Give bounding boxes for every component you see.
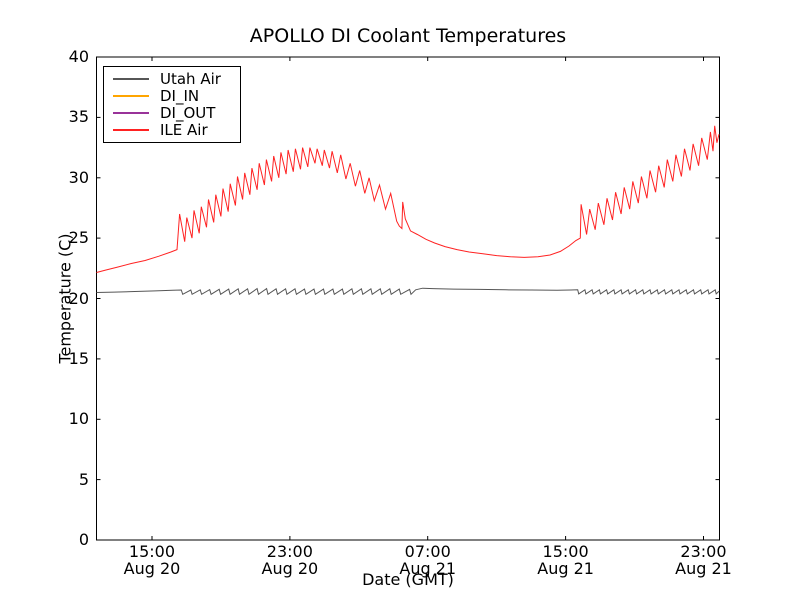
ile-air-line-swatch	[113, 128, 149, 131]
y-tick-label: 15	[68, 348, 89, 368]
y-tick-label: 0	[78, 530, 89, 549]
legend-label-utah-air: Utah Air	[160, 69, 221, 88]
x-tick-date: Aug 20	[123, 559, 181, 578]
x-tick-time: 23:00	[680, 542, 727, 561]
x-tick-label: 15:00 Aug 20	[102, 543, 202, 577]
di-in-line-swatch	[113, 94, 149, 97]
legend-label-ile-air: ILE Air	[160, 120, 208, 139]
di-out-line-swatch	[113, 111, 149, 114]
x-tick-time: 15:00	[542, 542, 589, 561]
y-tick-label: 5	[78, 469, 89, 489]
legend-item-ile-air: ILE Air	[104, 120, 240, 139]
x-tick-date: Aug 21	[399, 559, 457, 578]
legend-item-di-in: DI_IN	[104, 86, 240, 105]
x-tick-date: Aug 20	[261, 559, 319, 578]
x-tick-time: 07:00	[404, 542, 451, 561]
x-tick-label: 23:00 Aug 20	[240, 543, 340, 577]
x-tick-time: 23:00	[266, 542, 313, 561]
utah-air-line-swatch	[113, 77, 149, 80]
x-tick-date: Aug 21	[537, 559, 594, 578]
y-axis-label: Temperature (C)	[55, 233, 75, 364]
legend-label-di-in: DI_IN	[160, 86, 200, 105]
y-tick-label: 35	[68, 107, 89, 127]
legend-label-di-out: DI_OUT	[160, 103, 216, 122]
legend: Utah Air DI_IN DI_OUT ILE Air	[103, 66, 241, 143]
x-tick-date: Aug 21	[675, 559, 732, 578]
x-axis-label: Date (GMT)	[362, 570, 454, 589]
y-tick-label: 40	[68, 47, 89, 66]
y-tick-label: 30	[68, 167, 89, 187]
x-tick-time: 15:00	[128, 542, 176, 561]
y-tick-label: 25	[68, 228, 89, 248]
legend-item-utah-air: Utah Air	[104, 69, 240, 88]
x-tick-label: 15:00 Aug 21	[516, 543, 616, 577]
y-tick-label: 10	[68, 409, 89, 429]
x-tick-label: 23:00 Aug 21	[653, 543, 753, 577]
chart-title: APOLLO DI Coolant Temperatures	[249, 25, 567, 47]
y-tick-label: 20	[68, 288, 89, 308]
x-tick-label: 07:00 Aug 21	[378, 543, 478, 577]
legend-item-di-out: DI_OUT	[104, 103, 240, 122]
